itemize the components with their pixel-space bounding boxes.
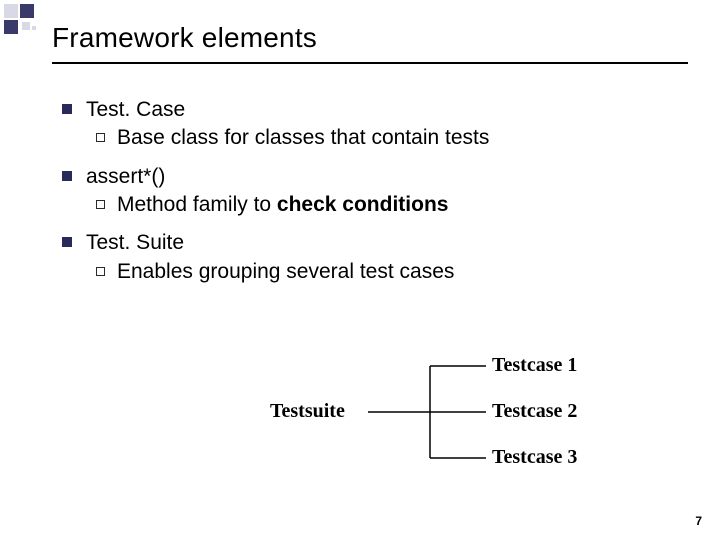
- testsuite-diagram: Testsuite Testcase 1 Testcase 2 Testcase…: [250, 348, 670, 488]
- square-bullet-icon: [62, 171, 72, 181]
- decoration-square: [22, 22, 30, 30]
- diagram-case-label: Testcase 1: [492, 354, 577, 377]
- bullet-heading: Test. Case: [86, 96, 185, 124]
- bullet-subtext: Enables grouping several test cases: [117, 258, 454, 286]
- diagram-case-label: Testcase 3: [492, 446, 577, 469]
- diagram-case-label: Testcase 2: [492, 400, 577, 423]
- slide-title: Framework elements: [52, 22, 317, 54]
- decoration-square: [32, 26, 36, 30]
- bullet-content: Test. Case Base class for classes that c…: [62, 96, 662, 296]
- square-bullet-icon: [62, 104, 72, 114]
- bullet-item: assert*() Method family to check conditi…: [62, 163, 662, 220]
- decoration-square: [4, 4, 18, 18]
- bullet-item: Test. Case Base class for classes that c…: [62, 96, 662, 153]
- slide: Framework elements Test. Case Base class…: [0, 0, 720, 540]
- decoration-square: [4, 20, 18, 34]
- bullet-item: Test. Suite Enables grouping several tes…: [62, 229, 662, 286]
- page-number: 7: [695, 514, 702, 528]
- hollow-square-bullet-icon: [96, 200, 105, 209]
- bullet-heading: assert*(): [86, 163, 165, 191]
- title-underline: [52, 62, 688, 64]
- decoration-square: [20, 4, 34, 18]
- bullet-heading: Test. Suite: [86, 229, 184, 257]
- diagram-suite-label: Testsuite: [270, 400, 345, 423]
- bullet-subtext: Base class for classes that contain test…: [117, 124, 489, 152]
- bullet-subtext: Method family to check conditions: [117, 191, 448, 219]
- square-bullet-icon: [62, 237, 72, 247]
- hollow-square-bullet-icon: [96, 133, 105, 142]
- hollow-square-bullet-icon: [96, 267, 105, 276]
